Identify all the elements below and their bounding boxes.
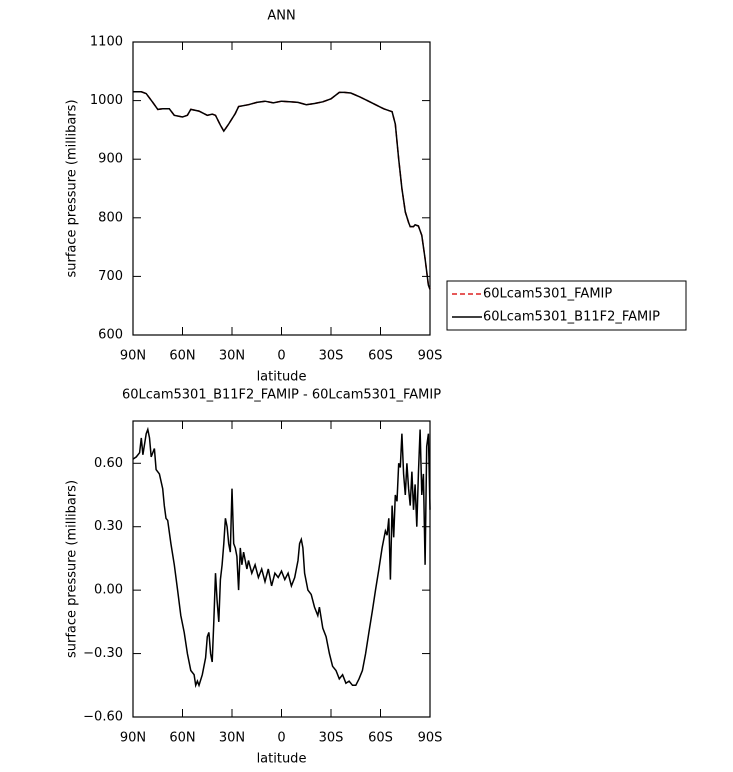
y-tick-label: 1000 <box>90 93 123 108</box>
y-tick-label: 1100 <box>90 35 123 50</box>
x-tick-label: 30S <box>319 349 344 364</box>
legend-label: 60Lcam5301_B11F2_FAMIP <box>483 310 660 325</box>
x-tick-label: 0 <box>277 731 285 746</box>
x-axis-label: latitude <box>257 752 307 767</box>
data-line <box>133 91 431 290</box>
x-tick-label: 90N <box>120 349 146 364</box>
x-axis-label: latitude <box>257 370 307 385</box>
x-tick-label: 90S <box>418 349 443 364</box>
x-tick-label: 90N <box>120 731 146 746</box>
x-tick-label: 30S <box>319 731 344 746</box>
data-line <box>133 91 431 290</box>
x-tick-label: 60N <box>169 349 195 364</box>
y-tick-label: 0.30 <box>94 519 123 534</box>
chart-title: ANN <box>267 9 295 24</box>
y-tick-label: −0.30 <box>83 646 123 661</box>
y-axis-label: surface pressure (millibars) <box>65 99 80 277</box>
y-tick-label: 0.60 <box>94 456 123 471</box>
y-tick-label: 800 <box>98 210 123 225</box>
x-tick-label: 0 <box>277 349 285 364</box>
y-tick-label: −0.60 <box>83 710 123 725</box>
chart-title: 60Lcam5301_B11F2_FAMIP - 60Lcam5301_FAMI… <box>122 388 441 403</box>
x-tick-label: 60S <box>368 731 393 746</box>
y-tick-label: 600 <box>98 328 123 343</box>
x-tick-label: 30N <box>219 731 245 746</box>
x-tick-label: 30N <box>219 349 245 364</box>
plot-frame <box>132 420 431 718</box>
y-tick-label: 900 <box>98 152 123 167</box>
y-tick-label: 700 <box>98 269 123 284</box>
x-tick-label: 60N <box>169 731 195 746</box>
x-tick-label: 60S <box>368 349 393 364</box>
data-line <box>132 426 431 689</box>
y-tick-label: 0.00 <box>94 583 123 598</box>
legend-label: 60Lcam5301_FAMIP <box>483 287 612 302</box>
plot-frame <box>132 41 431 336</box>
x-tick-label: 90S <box>418 731 443 746</box>
legend-box <box>446 280 687 331</box>
y-axis-label: surface pressure (millibars) <box>65 480 80 658</box>
